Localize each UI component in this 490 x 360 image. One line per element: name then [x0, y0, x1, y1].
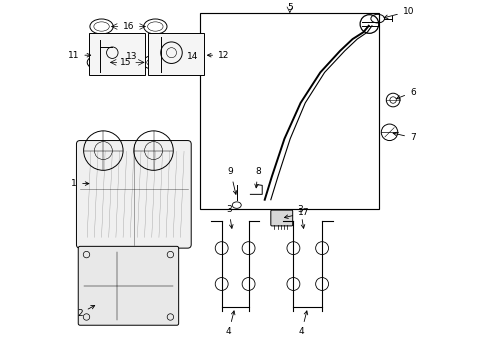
- Bar: [148, 33, 204, 75]
- FancyBboxPatch shape: [78, 246, 179, 325]
- FancyBboxPatch shape: [271, 210, 293, 226]
- Text: 13: 13: [126, 52, 138, 61]
- Text: 4: 4: [299, 311, 308, 336]
- Text: 1: 1: [72, 179, 89, 188]
- Bar: [89, 33, 145, 75]
- Text: 17: 17: [285, 208, 310, 219]
- Text: 6: 6: [396, 87, 416, 99]
- Text: 2: 2: [77, 306, 95, 318]
- Text: 11: 11: [68, 51, 91, 60]
- Text: 3: 3: [298, 205, 305, 228]
- Text: 5: 5: [287, 3, 293, 12]
- Text: 16: 16: [122, 22, 134, 31]
- FancyBboxPatch shape: [76, 140, 191, 248]
- Text: 10: 10: [384, 7, 414, 19]
- Text: 12: 12: [207, 51, 229, 60]
- Text: 3: 3: [226, 205, 233, 228]
- Text: 7: 7: [393, 132, 416, 142]
- Text: 4: 4: [226, 311, 235, 336]
- Bar: [200, 13, 379, 209]
- Text: 9: 9: [228, 167, 237, 194]
- Text: 15: 15: [120, 58, 132, 67]
- Text: 8: 8: [255, 167, 261, 188]
- Text: 14: 14: [187, 52, 198, 61]
